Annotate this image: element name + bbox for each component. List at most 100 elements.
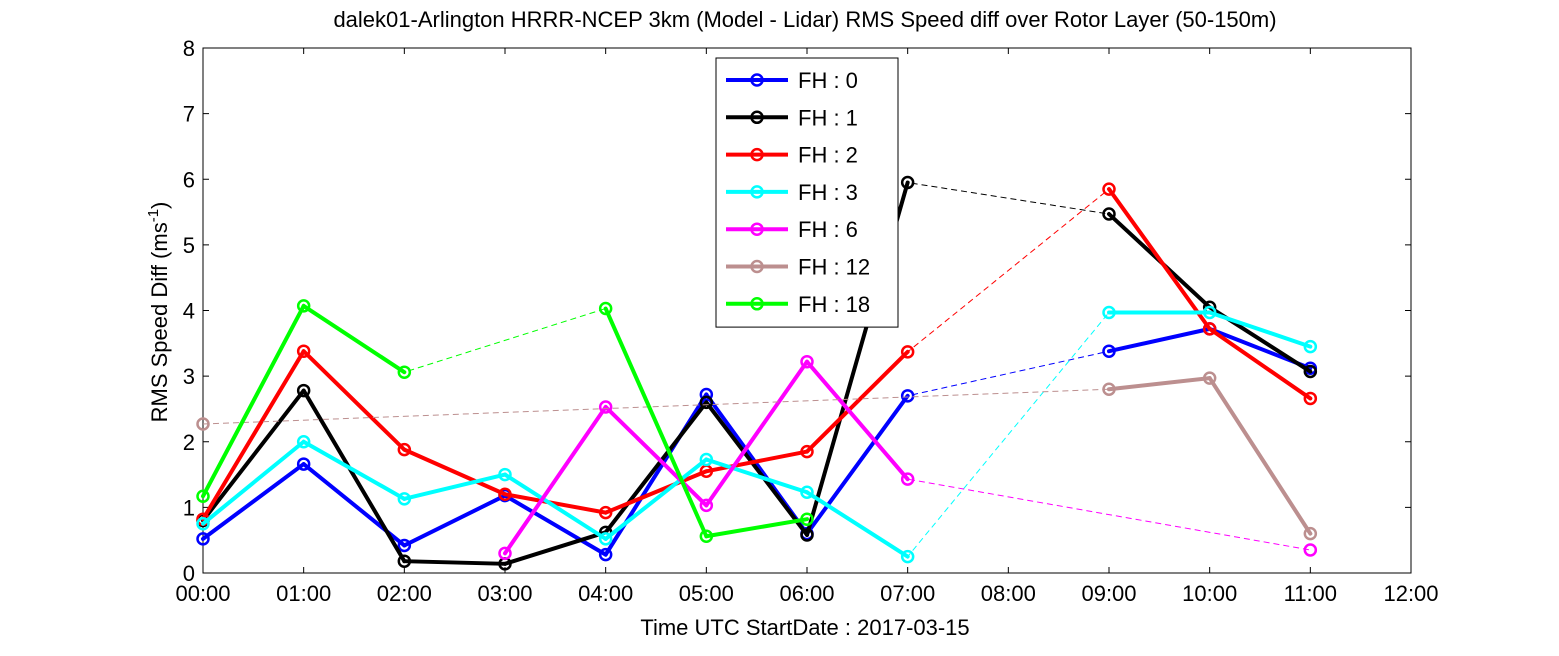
data-point xyxy=(397,554,412,568)
data-point xyxy=(498,546,512,561)
x-axis-label: Time UTC StartDate : 2017-03-15 xyxy=(640,615,969,640)
data-point xyxy=(800,512,814,526)
y-tick-label: 3 xyxy=(183,364,195,389)
data-point xyxy=(296,299,311,313)
data-point xyxy=(598,547,613,562)
legend-marker xyxy=(750,222,764,236)
data-point xyxy=(1202,322,1217,336)
data-point xyxy=(699,529,714,543)
series-segment xyxy=(301,388,407,564)
data-point xyxy=(598,301,613,316)
series-segment xyxy=(301,349,407,452)
series-gap-connector xyxy=(202,328,1311,556)
data-point xyxy=(1102,305,1116,320)
data-point xyxy=(1102,344,1116,358)
data-point xyxy=(296,457,311,471)
series-segment xyxy=(704,359,809,508)
legend-label: FH : 0 xyxy=(798,68,858,93)
x-tick-label: 03:00 xyxy=(477,581,532,606)
data-point xyxy=(1202,305,1217,320)
y-axis-label-main: RMS Speed Diff (ms xyxy=(147,222,172,422)
data-point xyxy=(1303,391,1318,406)
x-tick-label: 02:00 xyxy=(377,581,432,606)
data-point xyxy=(1303,364,1318,379)
data-point xyxy=(296,344,311,358)
data-point xyxy=(900,175,915,190)
y-tick-label: 0 xyxy=(183,561,195,586)
x-tick-label: 08:00 xyxy=(981,581,1036,606)
data-point xyxy=(699,498,714,513)
data-point xyxy=(498,487,512,501)
legend-label: FH : 2 xyxy=(798,143,858,168)
data-point xyxy=(296,435,311,449)
series-segment xyxy=(201,388,306,523)
legend-label: FH : 12 xyxy=(798,255,870,280)
series-segment xyxy=(603,306,709,539)
series-segment xyxy=(704,457,809,495)
data-point xyxy=(1303,543,1318,557)
series-3 xyxy=(196,305,1318,564)
legend-marker xyxy=(750,259,764,274)
series-segment xyxy=(402,472,507,501)
x-tick-label: 05:00 xyxy=(679,581,734,606)
x-tick-label: 07:00 xyxy=(880,581,935,606)
series-segment xyxy=(503,492,608,515)
series-segment xyxy=(603,404,709,508)
series-segment xyxy=(805,349,910,454)
axes: 00:00 01:00 02:00 03:00 04:00 05:00 06:00 07:00… xyxy=(175,36,1438,606)
series-segment xyxy=(503,493,608,557)
data-point xyxy=(598,400,613,414)
series-segment xyxy=(1207,376,1313,536)
y-axis-label-sup: -1 xyxy=(145,209,162,222)
data-point xyxy=(900,345,915,359)
data-point xyxy=(800,444,814,459)
data-point xyxy=(598,505,613,520)
y-tick-label: 6 xyxy=(183,167,195,192)
data-point xyxy=(196,532,210,546)
series-segment xyxy=(603,469,709,515)
series-segment xyxy=(402,493,507,548)
series-segment xyxy=(1207,310,1313,349)
y-tick-label: 4 xyxy=(183,299,195,324)
series-segment xyxy=(503,472,608,541)
data-point xyxy=(699,387,714,402)
y-tick-label: 1 xyxy=(183,495,195,520)
x-tick-label: 01:00 xyxy=(276,581,331,606)
x-tick-label: 06:00 xyxy=(779,581,834,606)
data-point xyxy=(900,389,915,403)
data-point xyxy=(1102,182,1116,196)
y-tick-label: 8 xyxy=(183,36,195,61)
series-segment xyxy=(603,400,709,535)
series-segment xyxy=(603,457,709,541)
series-segment xyxy=(503,404,608,556)
legend-label: FH : 1 xyxy=(798,105,858,130)
series-segment xyxy=(201,303,306,499)
series-5 xyxy=(196,371,1318,541)
series-segment xyxy=(503,530,608,566)
series-4 xyxy=(498,354,1318,561)
series-gap-connector xyxy=(202,377,1311,534)
legend-marker xyxy=(750,147,764,162)
series-segment xyxy=(402,559,507,566)
x-tick-label: 12:00 xyxy=(1383,581,1438,606)
data-point xyxy=(800,528,814,542)
data-point xyxy=(196,489,210,503)
y-axis-label-suffix: ) xyxy=(147,202,172,209)
data-point xyxy=(498,467,512,482)
data-point xyxy=(1303,526,1318,541)
series-segment xyxy=(201,349,306,522)
legend: FH : 0 FH : 1 FH : 2 FH : 3 FH : 6 FH : 12 FH … xyxy=(715,57,899,328)
legend-label: FH : 18 xyxy=(798,292,870,317)
series-segment xyxy=(704,400,809,537)
data-point xyxy=(900,472,915,486)
series-segment xyxy=(704,449,809,474)
data-point xyxy=(900,549,915,564)
series-segment xyxy=(1107,187,1212,331)
data-point xyxy=(699,395,714,410)
x-tick-label: 09:00 xyxy=(1081,581,1136,606)
series-segment xyxy=(201,462,306,541)
chart-title: dalek01-Arlington HRRR-NCEP 3km (Model -… xyxy=(333,7,1276,32)
x-tick-label: 10:00 xyxy=(1182,581,1237,606)
y-tick-label: 2 xyxy=(183,430,195,455)
